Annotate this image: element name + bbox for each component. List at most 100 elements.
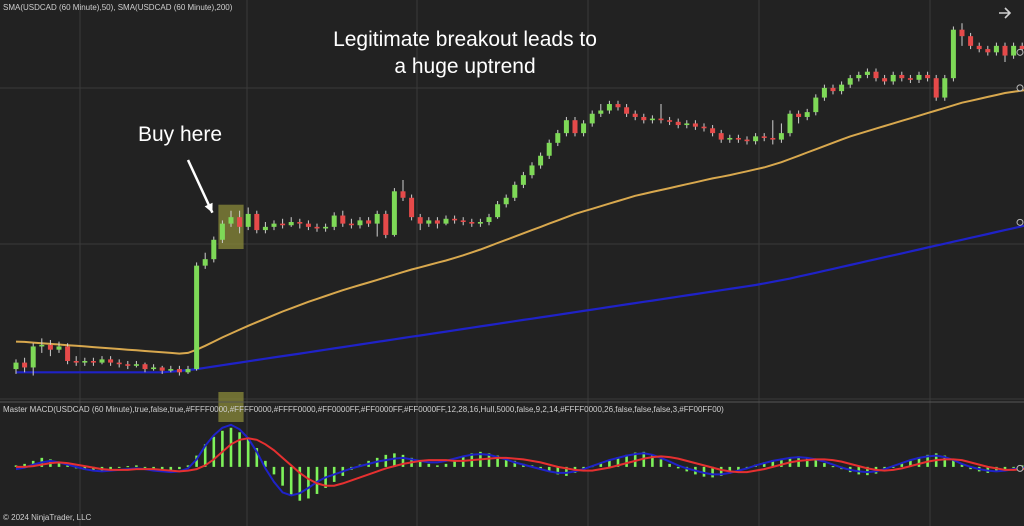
candle-body (340, 215, 346, 224)
candle (331, 212, 337, 231)
candle-body (185, 369, 191, 373)
candle (288, 217, 294, 227)
arrow-right-icon[interactable] (996, 4, 1014, 22)
candle-body (417, 217, 423, 224)
candle (443, 215, 449, 226)
sma200-end-marker (1016, 218, 1024, 226)
candle (323, 223, 329, 232)
price-end-marker (1016, 48, 1024, 56)
macd-histogram-bar (281, 466, 284, 486)
candle-body (323, 226, 329, 229)
candle-body (606, 104, 612, 111)
macd-histogram-bar (496, 455, 499, 467)
headline-annotation: Legitimate breakout leads to a huge uptr… (300, 26, 630, 80)
macd-histogram-bar (943, 455, 947, 467)
candle (452, 215, 458, 224)
candle (942, 74, 948, 101)
candle (133, 360, 139, 368)
candle (985, 45, 991, 56)
candle (90, 357, 96, 366)
candle-body (65, 346, 71, 361)
macd-histogram-bar (719, 466, 723, 476)
macd-histogram-bar (1003, 466, 1007, 470)
candle-body (701, 126, 707, 129)
macd-histogram-bar (66, 465, 69, 467)
candle (658, 104, 664, 124)
candle-body (520, 175, 526, 185)
candle-body (718, 133, 724, 140)
candle-body (202, 259, 208, 266)
candle (297, 218, 303, 229)
candle (409, 194, 415, 221)
candle-body (899, 74, 905, 79)
candle (675, 118, 681, 129)
candle-body (39, 344, 45, 347)
candle-body (512, 184, 518, 198)
macd-histogram-bar (255, 448, 259, 467)
candle (959, 23, 965, 46)
candle-body (495, 204, 501, 218)
macd-histogram-bar (427, 463, 431, 467)
candle (426, 217, 432, 227)
candle-body (305, 223, 311, 227)
macd-histogram-bar (195, 455, 198, 467)
candle-body (649, 118, 655, 121)
candle-body (176, 369, 182, 373)
candle-body (804, 112, 810, 117)
candle-body (288, 222, 294, 226)
candle-body (907, 78, 913, 80)
candle (254, 210, 260, 234)
candle (649, 115, 655, 124)
candle-body (271, 223, 277, 227)
macd-histogram-bar (539, 466, 542, 469)
macd-histogram-bar (711, 466, 714, 478)
candle (873, 68, 879, 82)
candle (512, 181, 518, 201)
macd-histogram-bar (633, 452, 637, 467)
candle-body (374, 213, 380, 224)
candle (314, 223, 320, 232)
candle-body (813, 97, 819, 113)
macd-histogram-bar (676, 466, 680, 469)
candle-body (13, 362, 19, 370)
candle-body (56, 346, 62, 350)
buy-here-label: Buy here (137, 123, 223, 146)
candle (761, 133, 767, 142)
candle (813, 94, 819, 116)
macd-histogram-bar (307, 466, 310, 499)
candle (684, 120, 690, 129)
candle-body (99, 359, 105, 363)
candle-body (873, 71, 879, 79)
macd-histogram-bar (599, 463, 603, 467)
candle (262, 222, 268, 234)
candle (572, 116, 578, 137)
candle-body (598, 110, 604, 114)
candle-body (331, 215, 337, 227)
candle-body (563, 120, 569, 134)
candle-body (890, 74, 896, 82)
candle-body (116, 362, 122, 365)
candle-body (30, 346, 36, 368)
macd-histogram-bar (169, 466, 173, 472)
macd-histogram-bar (57, 462, 61, 467)
macd-histogram-bar (298, 466, 302, 501)
candle-body (460, 220, 466, 223)
macd-lines (15, 423, 1024, 497)
macd-histogram-bar (659, 459, 663, 467)
macd-histogram-bar (909, 460, 912, 467)
macd-histogram-bar (289, 466, 293, 496)
candle-body (503, 197, 509, 205)
candle-body (90, 360, 96, 363)
macd-histogram-bar (444, 463, 448, 467)
candle (469, 218, 475, 227)
candle (211, 236, 217, 263)
candle (839, 81, 845, 95)
candle-body (658, 118, 664, 121)
candle (890, 71, 896, 85)
candle-body (864, 71, 870, 75)
candle (357, 217, 363, 229)
candle (434, 217, 440, 229)
candle-body (839, 84, 845, 92)
candle-body (727, 137, 733, 140)
